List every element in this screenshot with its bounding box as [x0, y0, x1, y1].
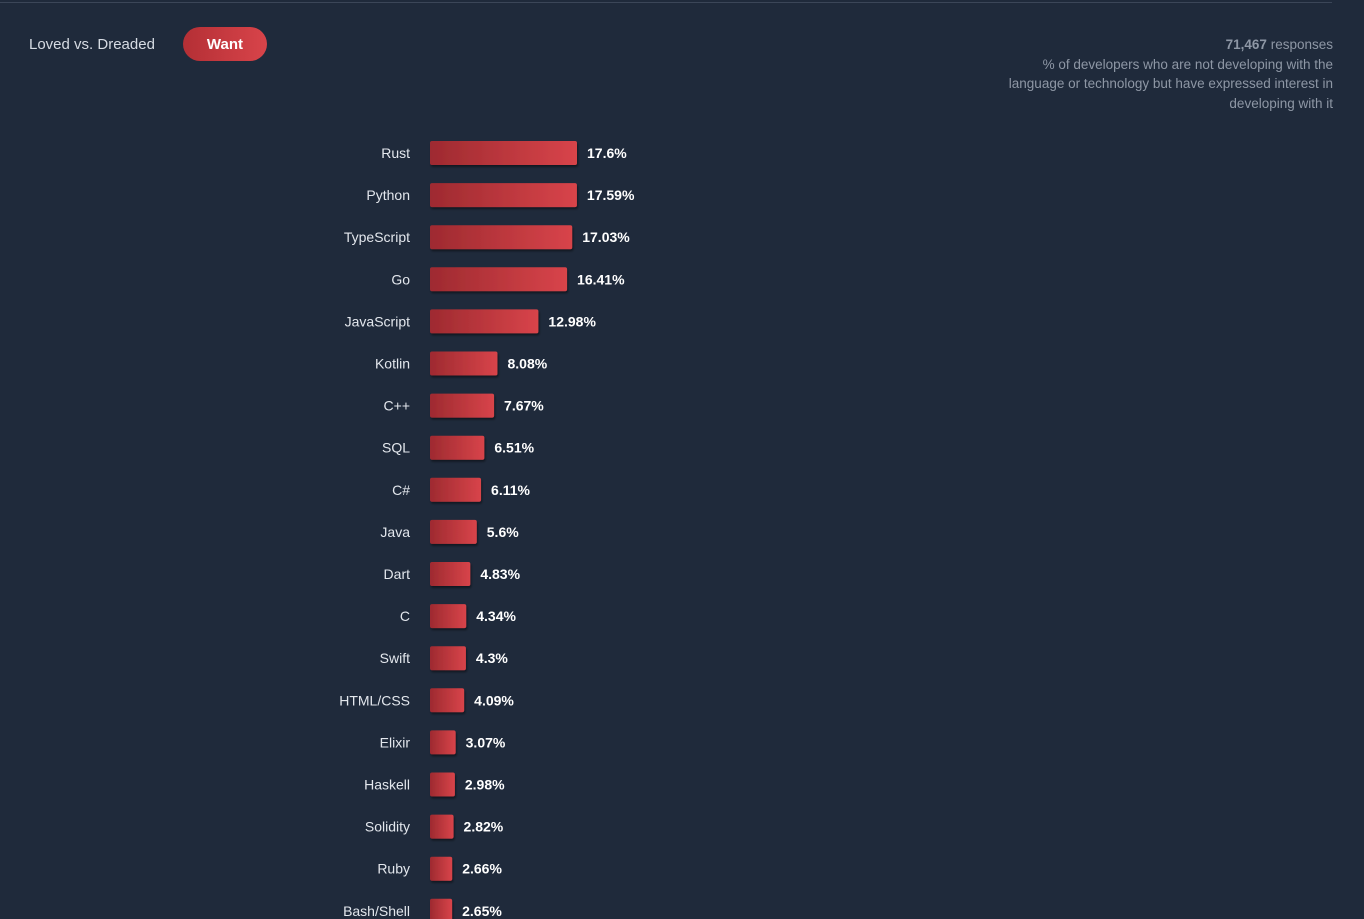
- category-label: SQL: [382, 440, 410, 456]
- bar[interactable]: [430, 899, 452, 919]
- category-label: C++: [384, 398, 410, 414]
- bar[interactable]: [430, 730, 456, 754]
- bar[interactable]: [430, 436, 484, 460]
- value-label: 12.98%: [548, 313, 596, 329]
- value-label: 2.98%: [465, 777, 505, 793]
- category-label: C: [400, 608, 410, 624]
- value-label: 17.59%: [587, 187, 635, 203]
- value-label: 16.41%: [577, 271, 625, 287]
- category-label: Haskell: [364, 777, 410, 793]
- value-label: 4.83%: [480, 566, 520, 582]
- bar[interactable]: [430, 646, 466, 670]
- value-label: 6.11%: [491, 482, 530, 498]
- category-label: Java: [380, 524, 410, 540]
- bar[interactable]: [430, 562, 470, 586]
- bar[interactable]: [430, 520, 477, 544]
- bar[interactable]: [430, 688, 464, 712]
- bar[interactable]: [430, 183, 577, 207]
- category-label: TypeScript: [344, 229, 410, 245]
- category-label: HTML/CSS: [339, 692, 410, 708]
- category-label: Dart: [384, 566, 411, 582]
- value-label: 4.34%: [476, 608, 516, 624]
- category-label: Solidity: [365, 819, 410, 835]
- category-label: Swift: [380, 650, 410, 666]
- bar[interactable]: [430, 773, 455, 797]
- bar[interactable]: [430, 352, 497, 376]
- value-label: 2.82%: [464, 819, 504, 835]
- value-label: 5.6%: [487, 524, 519, 540]
- value-label: 17.6%: [587, 145, 627, 161]
- value-label: 7.67%: [504, 398, 544, 414]
- value-label: 2.65%: [462, 903, 502, 919]
- bar[interactable]: [430, 394, 494, 418]
- bar[interactable]: [430, 478, 481, 502]
- bar[interactable]: [430, 815, 454, 839]
- category-label: Python: [366, 187, 410, 203]
- bar[interactable]: [430, 604, 466, 628]
- value-label: 6.51%: [494, 440, 534, 456]
- value-label: 3.07%: [466, 734, 506, 750]
- value-label: 2.66%: [462, 861, 502, 877]
- category-label: Kotlin: [375, 356, 410, 372]
- value-label: 17.03%: [582, 229, 630, 245]
- bar[interactable]: [430, 225, 572, 249]
- value-label: 4.3%: [476, 650, 508, 666]
- bar[interactable]: [430, 857, 452, 881]
- value-label: 8.08%: [507, 356, 547, 372]
- bar[interactable]: [430, 309, 538, 333]
- bar[interactable]: [430, 267, 567, 291]
- category-label: Elixir: [380, 734, 411, 750]
- category-label: Rust: [381, 145, 410, 161]
- category-label: Go: [391, 271, 410, 287]
- bar[interactable]: [430, 141, 577, 165]
- value-label: 4.09%: [474, 692, 514, 708]
- category-label: C#: [392, 482, 410, 498]
- category-label: JavaScript: [345, 313, 410, 329]
- category-label: Bash/Shell: [343, 903, 410, 919]
- category-label: Ruby: [377, 861, 410, 877]
